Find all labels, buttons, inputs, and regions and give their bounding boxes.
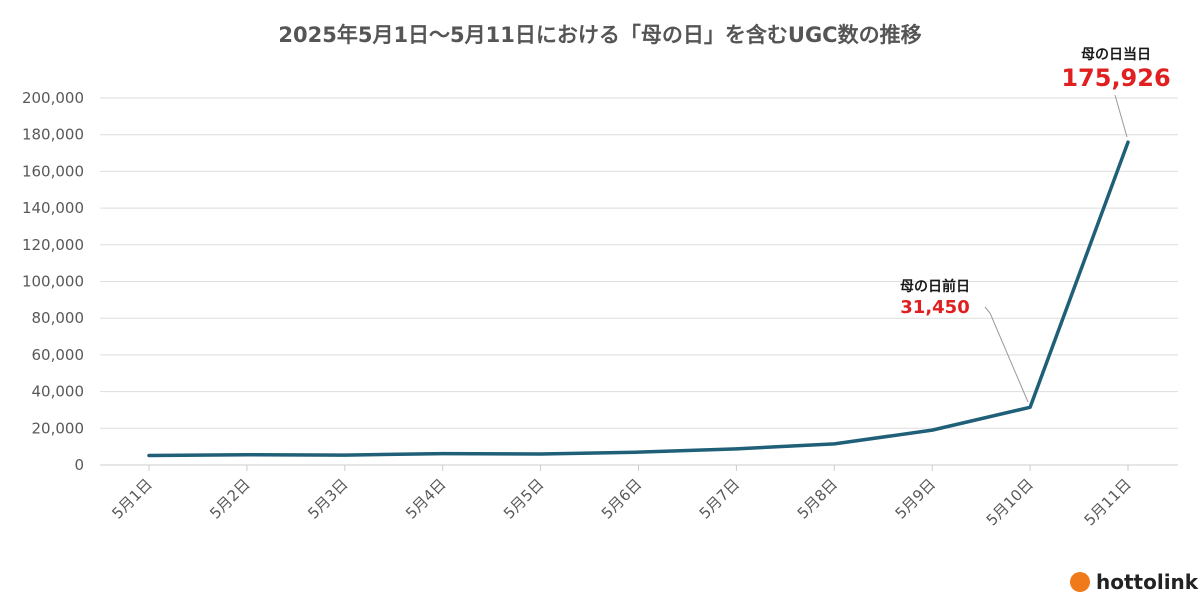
x-tick-label: 5月7日: [696, 475, 743, 522]
x-tick-label: 5月4日: [402, 475, 449, 522]
annotation-label: 母の日当日: [1081, 46, 1151, 63]
x-tick-label: 5月2日: [206, 475, 253, 522]
annotation-label: 母の日前日: [900, 278, 970, 295]
grid-lines: [100, 97, 1178, 466]
y-tick-label: 40,000: [32, 383, 85, 401]
x-tick-label: 5月9日: [892, 475, 939, 522]
y-tick-label: 0: [74, 456, 84, 474]
y-axis-ticks: 0 20,000 40,000 60,000 80,000 100,000 120,000 1…: [22, 89, 84, 474]
brand-logo: hottolink: [1070, 570, 1199, 594]
x-tick-label: 5月11日: [1081, 475, 1135, 529]
y-tick-label: 200,000: [22, 89, 84, 107]
chart-title: 2025年5月1日～5月11日における「母の日」を含むUGC数の推移: [278, 23, 921, 47]
x-tick-label: 5月6日: [598, 475, 645, 522]
y-tick-label: 120,000: [22, 236, 84, 254]
annotation-value: 175,926: [1061, 64, 1170, 92]
y-tick-label: 160,000: [22, 162, 84, 180]
annotation-value: 31,450: [900, 297, 969, 318]
series-line: [147, 140, 1130, 458]
x-axis-ticks: 5月1日 5月2日 5月3日 5月4日 5月5日 5月6日 5月7日 5月8日 5月9日 5月10…: [108, 465, 1135, 529]
series-line-group: [147, 140, 1130, 458]
y-tick-label: 80,000: [32, 309, 85, 327]
y-tick-label: 180,000: [22, 126, 84, 144]
y-tick-label: 60,000: [32, 346, 85, 364]
y-tick-label: 20,000: [32, 419, 85, 437]
x-tick-label: 5月10日: [983, 475, 1037, 529]
annotation-leader-line: [984, 306, 1029, 403]
y-tick-label: 100,000: [22, 273, 84, 291]
annotation-leader-line: [1114, 94, 1128, 138]
x-tick-label: 5月5日: [500, 475, 547, 522]
x-tick-label: 5月8日: [794, 475, 841, 522]
brand-logo-icon: [1070, 572, 1090, 592]
x-tick-label: 5月1日: [108, 475, 155, 522]
y-tick-label: 140,000: [22, 199, 84, 217]
brand-name: hottolink: [1096, 570, 1199, 594]
x-tick-label: 5月3日: [304, 475, 351, 522]
